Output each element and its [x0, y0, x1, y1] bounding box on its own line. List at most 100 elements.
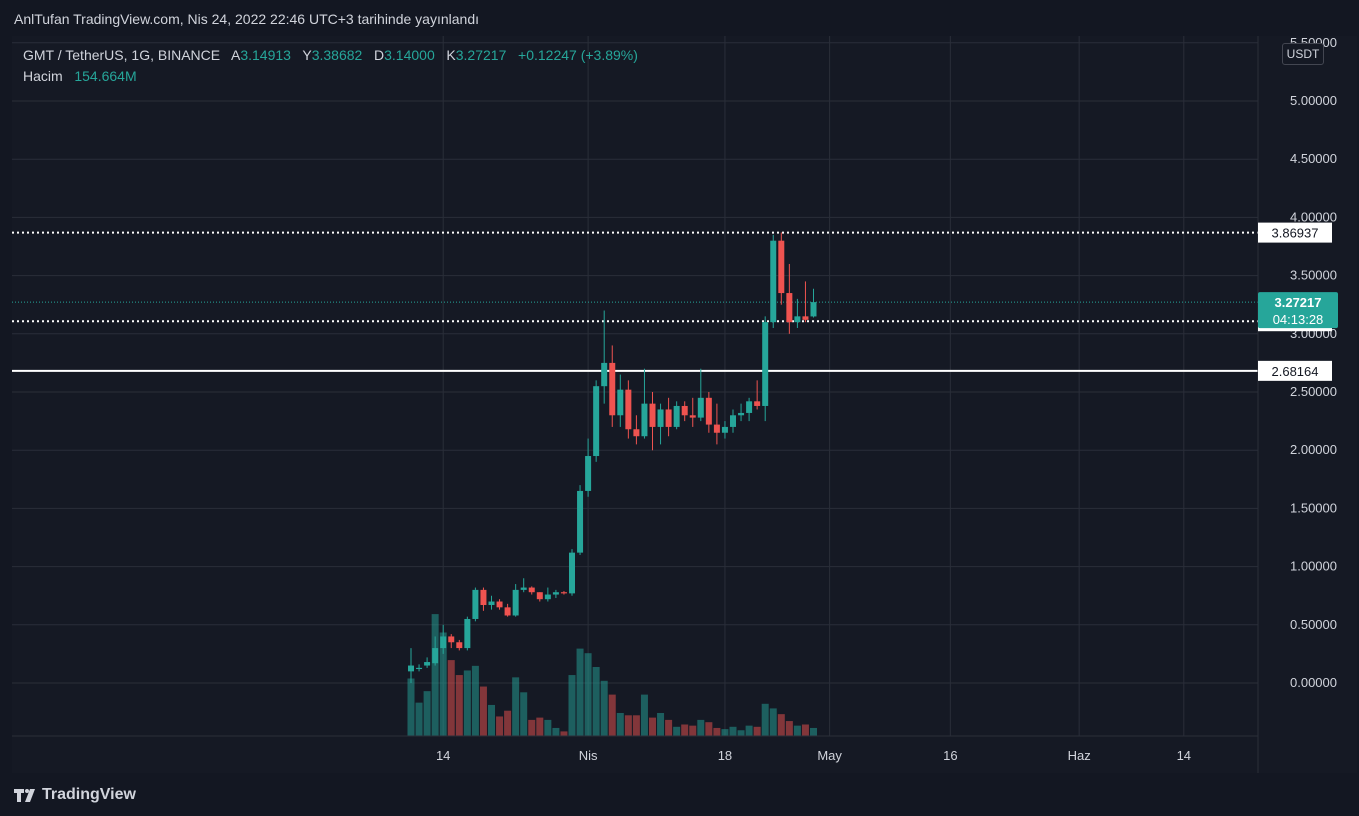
candle-body[interactable]	[448, 636, 455, 643]
candle-body[interactable]	[730, 415, 736, 427]
volume-bar	[592, 667, 600, 736]
volume-bar	[431, 614, 439, 736]
candle-body[interactable]	[786, 293, 793, 323]
volume-bar	[624, 715, 632, 736]
candle-body[interactable]	[802, 316, 809, 320]
candle-body[interactable]	[657, 409, 664, 427]
candle-body[interactable]	[601, 362, 608, 387]
candle-body[interactable]	[408, 665, 414, 672]
candle-body[interactable]	[432, 648, 439, 664]
time-tick-label: 14	[436, 748, 450, 763]
candle-body[interactable]	[488, 601, 495, 606]
candle-body[interactable]	[770, 240, 777, 323]
candle-body[interactable]	[569, 552, 575, 594]
volume-bar	[528, 719, 536, 736]
candle-body[interactable]	[681, 405, 688, 416]
price-tick-label: 4.00000	[1290, 209, 1337, 224]
time-tick-label: 14	[1177, 748, 1191, 763]
candle-body[interactable]	[544, 594, 551, 600]
candle-body[interactable]	[593, 386, 600, 457]
candle-body[interactable]	[689, 415, 696, 418]
price-chart[interactable]: 0.00000 0.50000 1.00000 1.50000 2.00000 2.500…	[12, 36, 1357, 773]
candle-body[interactable]	[416, 667, 423, 670]
candle-body[interactable]	[810, 302, 817, 317]
candle-body[interactable]	[673, 405, 680, 427]
level-price-label: 2.68164	[1272, 364, 1319, 379]
publication-header: AnlTufan TradingView.com, Nis 24, 2022 2…	[0, 0, 1359, 36]
candle-body[interactable]	[577, 490, 584, 553]
candle-body[interactable]	[649, 403, 656, 427]
volume-bar	[488, 704, 495, 736]
volume-bar	[777, 714, 785, 736]
volume-bar	[769, 708, 777, 736]
candle-body[interactable]	[713, 424, 720, 433]
volume-bar	[729, 726, 737, 736]
level-price-box	[1258, 360, 1332, 381]
candle-body[interactable]	[617, 389, 624, 416]
price-tick-label: 4.50000	[1290, 151, 1337, 166]
volume-bar	[568, 675, 576, 736]
time-tick-label: May	[817, 748, 842, 763]
candle-body[interactable]	[424, 662, 431, 666]
volume-label: Hacim	[23, 68, 63, 84]
candle-body[interactable]	[456, 642, 463, 649]
price-tick-label: 1.50000	[1290, 500, 1337, 515]
candle-body[interactable]	[609, 362, 616, 416]
candle-body[interactable]	[762, 322, 769, 406]
candle-body[interactable]	[496, 601, 503, 608]
candle-body[interactable]	[778, 240, 785, 294]
candle-body[interactable]	[705, 397, 712, 425]
candle-body[interactable]	[536, 592, 543, 600]
candle-body[interactable]	[504, 607, 511, 616]
open-value: 3.14913	[240, 47, 291, 63]
candle-body[interactable]	[440, 636, 447, 649]
candle-body[interactable]	[520, 587, 527, 590]
candlesticks[interactable]	[408, 232, 817, 683]
candle-body[interactable]	[480, 589, 487, 606]
currency-badge[interactable]: USDT	[1282, 43, 1324, 65]
candle-body[interactable]	[641, 403, 648, 437]
time-tick-label: Haz	[1068, 748, 1091, 763]
candle-body[interactable]	[552, 592, 559, 595]
candle-body[interactable]	[560, 592, 567, 594]
candle-body[interactable]	[633, 429, 640, 437]
candle-body[interactable]	[585, 456, 592, 491]
close-value: 3.27217	[455, 47, 507, 63]
tradingview-brand[interactable]: TradingView	[42, 786, 136, 803]
horizontal-levels[interactable]	[12, 231, 1258, 372]
time-axis[interactable]: 14 Nis 18 May 16 Haz 14	[436, 748, 1191, 763]
volume-bar	[705, 722, 713, 736]
volume-bar	[616, 713, 624, 736]
volume-bar	[753, 726, 761, 736]
candle-body[interactable]	[697, 397, 704, 418]
tradingview-logo-icon[interactable]	[14, 787, 38, 803]
volume-bar	[681, 724, 689, 736]
candle-body[interactable]	[512, 589, 519, 616]
volume-bar	[689, 725, 697, 736]
candle-body[interactable]	[665, 409, 672, 427]
candle-body[interactable]	[472, 589, 479, 619]
candle-body[interactable]	[746, 401, 753, 413]
candle-body[interactable]	[464, 618, 471, 649]
volume-bar	[649, 717, 656, 736]
volume-bar	[793, 725, 801, 736]
volume-bars	[407, 614, 817, 736]
candle-body[interactable]	[528, 587, 535, 593]
candle-body[interactable]	[625, 389, 632, 430]
change-value: +0.12247 (+3.89%)	[518, 47, 638, 63]
level-price-box	[1258, 222, 1332, 243]
candle-body[interactable]	[754, 401, 761, 406]
volume-bar	[785, 721, 793, 736]
open-label: A	[231, 47, 241, 63]
volume-bar	[560, 731, 568, 736]
volume-bar	[463, 670, 471, 736]
candle-body[interactable]	[721, 426, 728, 433]
volume-bar	[713, 727, 721, 736]
volume-bar	[504, 710, 512, 736]
volume-bar	[810, 727, 817, 736]
low-label: D	[374, 47, 385, 63]
candle-body[interactable]	[794, 316, 801, 323]
volume-bar	[520, 692, 528, 736]
candle-body[interactable]	[738, 412, 745, 416]
symbol-title[interactable]: GMT / TetherUS, 1G, BINANCE	[23, 47, 221, 63]
